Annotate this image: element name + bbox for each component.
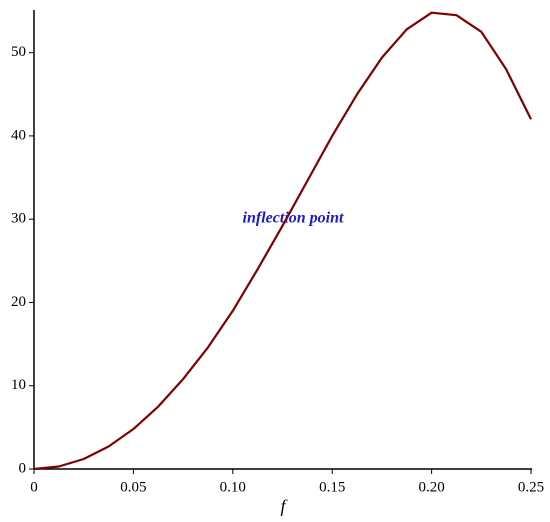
annotation: inflection point (243, 210, 344, 227)
x-tick-label: 0.25 (518, 479, 544, 495)
line-series (33, 11, 532, 471)
x-tick-label: 0.20 (418, 479, 444, 495)
x-tick-label: 0.15 (319, 479, 345, 495)
x-tick-label: 0.05 (120, 479, 146, 495)
y-tick-label: 50 (11, 44, 26, 60)
y-tick-label: 0 (19, 460, 27, 476)
y-tick-label: 20 (11, 294, 26, 310)
y-tick-label: 10 (11, 377, 26, 393)
y-tick-label: 30 (11, 211, 26, 227)
x-tick-label: 0 (30, 479, 38, 495)
x-axis-label: f (280, 496, 288, 516)
y-tick-label: 40 (11, 127, 26, 143)
x-tick-label: 0.10 (220, 479, 246, 495)
